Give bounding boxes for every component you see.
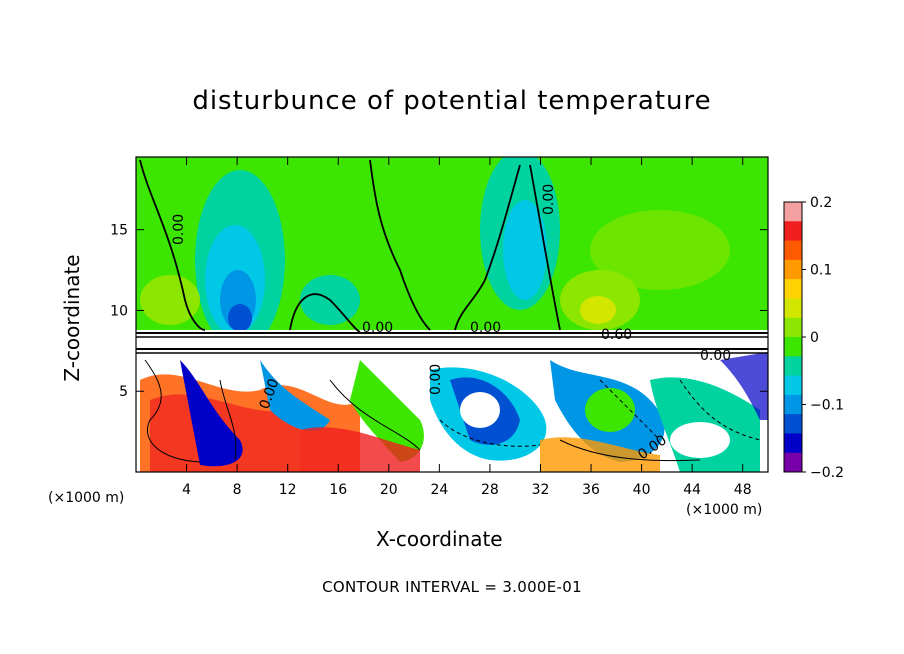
- contour-label: 0.00: [171, 214, 187, 245]
- colorbar-swatch: [784, 202, 802, 222]
- colorbar-tick-label: −0.2: [810, 465, 844, 481]
- colorbar-swatch: [784, 375, 802, 396]
- colorbar-swatch: [784, 414, 802, 434]
- colorbar-tick-label: −0.1: [810, 398, 844, 414]
- x-tick-label: 16: [329, 482, 347, 498]
- colorbar: 0.2 0.1 0 −0.1 −0.2: [783, 195, 844, 481]
- y-tick-label: 15: [110, 223, 128, 239]
- colorbar-swatch: [784, 356, 802, 377]
- heatmap-field: [136, 157, 768, 472]
- y-axis-label: Z-coordinate: [60, 254, 84, 382]
- x-tick-label: 28: [481, 482, 499, 498]
- colorbar-swatch: [784, 433, 802, 454]
- colorbar-swatch: [784, 221, 802, 242]
- x-tick-label: 12: [279, 482, 297, 498]
- x-tick-label: 44: [683, 482, 701, 498]
- colorbar-swatch: [784, 337, 802, 357]
- contour-label: 0.00: [470, 320, 501, 336]
- y-tick-label: 10: [110, 303, 128, 319]
- colorbar-tick-label: 0: [810, 330, 819, 346]
- x-tick-label: 32: [532, 482, 550, 498]
- x-unit-label: (×1000 m): [48, 490, 125, 506]
- contour-label: 0.00: [428, 364, 444, 395]
- colorbar-swatch: [784, 452, 802, 473]
- x-unit-label: (×1000 m): [686, 502, 763, 518]
- y-tick-label: 5: [119, 384, 128, 400]
- contour-label: 0.00: [700, 348, 731, 364]
- contour-label: 0.60: [601, 327, 632, 343]
- contour-label: 0.00: [362, 320, 393, 336]
- x-tick-label: 4: [182, 482, 191, 498]
- chart-title: disturbunce of potential temperature: [192, 86, 712, 116]
- x-tick-label: 36: [582, 482, 600, 498]
- x-axis-label: X-coordinate: [376, 527, 503, 551]
- plot-frame: [135, 156, 769, 473]
- x-tick-label: 48: [734, 482, 752, 498]
- x-tick-label: 40: [633, 482, 651, 498]
- colorbar-swatch: [784, 394, 802, 415]
- contour-interval-note: CONTOUR INTERVAL = 3.000E-01: [322, 578, 582, 596]
- x-tick-label: 20: [380, 482, 398, 498]
- colorbar-swatch: [784, 298, 802, 319]
- x-axis: 4 8 12 16 20 24 28 32 36 40 44 48: [182, 157, 752, 498]
- colorbar-swatch: [784, 259, 802, 280]
- contour-label: 0.00: [541, 184, 557, 215]
- x-tick-label: 24: [430, 482, 448, 498]
- colorbar-swatch: [784, 240, 802, 261]
- colorbar-tick-label: 0.1: [810, 263, 832, 279]
- colorbar-swatch: [784, 279, 802, 299]
- colorbar-tick-label: 0.2: [810, 195, 832, 211]
- colorbar-swatch: [784, 317, 802, 338]
- x-tick-label: 8: [233, 482, 242, 498]
- y-axis: 5 10 15: [110, 223, 768, 400]
